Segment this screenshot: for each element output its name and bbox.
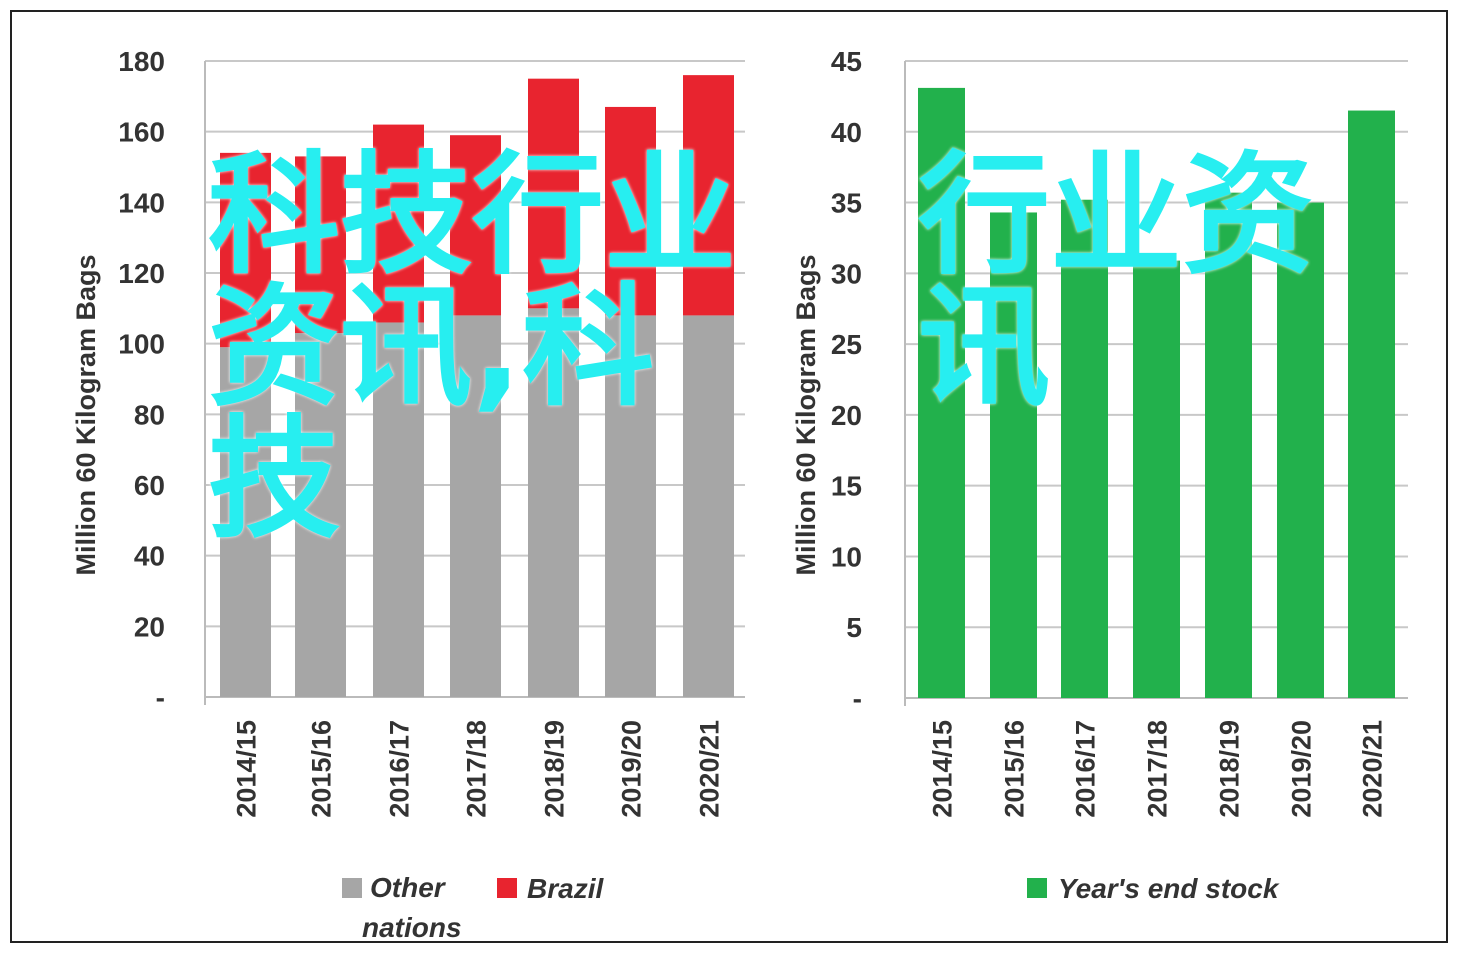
bar-0-1-1 — [295, 156, 346, 334]
bar-1-0-5 — [1277, 202, 1324, 699]
bar-1-0-4 — [1205, 192, 1252, 698]
legend-swatch-other-nations — [342, 878, 362, 898]
x-tick-label-0: 2017/18 — [462, 720, 492, 818]
y-tick-label-0: 60 — [134, 470, 165, 501]
bar-0-0-0 — [220, 347, 271, 697]
y-tick-label-0: 40 — [134, 541, 165, 572]
y-tick-label-1: 40 — [831, 117, 862, 148]
y-tick-label-1: 5 — [846, 612, 862, 643]
x-tick-label-0: 2019/20 — [617, 720, 647, 818]
legend-swatch-brazil — [497, 878, 517, 898]
y-tick-label-1: 10 — [831, 541, 862, 572]
y-tick-label-0: 140 — [118, 187, 165, 218]
bar-0-0-2 — [373, 322, 424, 697]
y-axis-label-0: Million 60 Kilogram Bags — [71, 254, 101, 575]
bar-1-0-2 — [1061, 199, 1108, 699]
bar-0-1-5 — [605, 106, 656, 316]
y-tick-label-1: 35 — [831, 188, 862, 219]
bar-0-0-1 — [295, 333, 346, 697]
legend-label-nations: nations — [362, 912, 462, 943]
legend-swatch-stock — [1027, 878, 1047, 898]
y-tick-label-0: 20 — [134, 611, 165, 642]
legend-label-stock: Year's end stock — [1058, 873, 1280, 904]
bar-0-0-4 — [528, 308, 579, 697]
bar-1-0-0 — [918, 87, 965, 698]
y-tick-label-1: 15 — [831, 471, 862, 502]
x-tick-label-1: 2014/15 — [928, 720, 958, 818]
bar-1-0-1 — [990, 212, 1037, 698]
bar-0-1-0 — [220, 152, 271, 348]
bar-1-0-6 — [1348, 110, 1395, 699]
overlay-title-line1: 科技行业资讯,科技 — [208, 139, 736, 557]
bar-0-0-5 — [605, 315, 656, 697]
overlay-title-line2: 行业资讯 — [918, 139, 1314, 425]
x-tick-label-0: 2016/17 — [385, 720, 415, 818]
x-tick-label-1: 2016/17 — [1071, 720, 1101, 818]
x-tick-label-0: 2020/21 — [695, 720, 725, 818]
y-tick-label-1: 30 — [831, 258, 862, 289]
y-tick-label-0: 100 — [118, 329, 165, 360]
x-tick-label-1: 2015/16 — [1000, 720, 1030, 818]
legend-label-brazil: Brazil — [527, 873, 604, 904]
bar-0-1-2 — [373, 124, 424, 323]
y-axis-label-1: Million 60 Kilogram Bags — [791, 254, 821, 575]
y-tick-label-0: 80 — [134, 399, 165, 430]
x-tick-label-1: 2018/19 — [1215, 720, 1245, 818]
x-tick-label-1: 2017/18 — [1143, 720, 1173, 818]
x-tick-label-1: 2019/20 — [1287, 720, 1317, 818]
bar-0-0-3 — [450, 315, 501, 697]
x-tick-label-0: 2018/19 — [540, 720, 570, 818]
bar-0-1-3 — [450, 135, 501, 316]
y-tick-label-1: - — [853, 683, 862, 714]
y-tick-label-1: 25 — [831, 329, 862, 360]
bar-0-1-4 — [528, 78, 579, 309]
y-tick-label-0: 180 — [118, 46, 165, 77]
bar-0-0-6 — [683, 315, 734, 697]
bar-0-1-6 — [683, 75, 734, 316]
y-tick-label-0: 160 — [118, 117, 165, 148]
legend-label-other: Other — [370, 872, 447, 903]
y-tick-label-1: 20 — [831, 400, 862, 431]
x-tick-label-0: 2015/16 — [307, 720, 337, 818]
x-tick-label-0: 2014/15 — [232, 720, 262, 818]
y-tick-label-0: 120 — [118, 258, 165, 289]
y-tick-label-0: - — [156, 682, 165, 713]
x-tick-label-1: 2020/21 — [1358, 720, 1388, 818]
bar-1-0-3 — [1133, 260, 1180, 698]
y-tick-label-1: 45 — [831, 46, 862, 77]
image-frame — [10, 10, 1448, 943]
